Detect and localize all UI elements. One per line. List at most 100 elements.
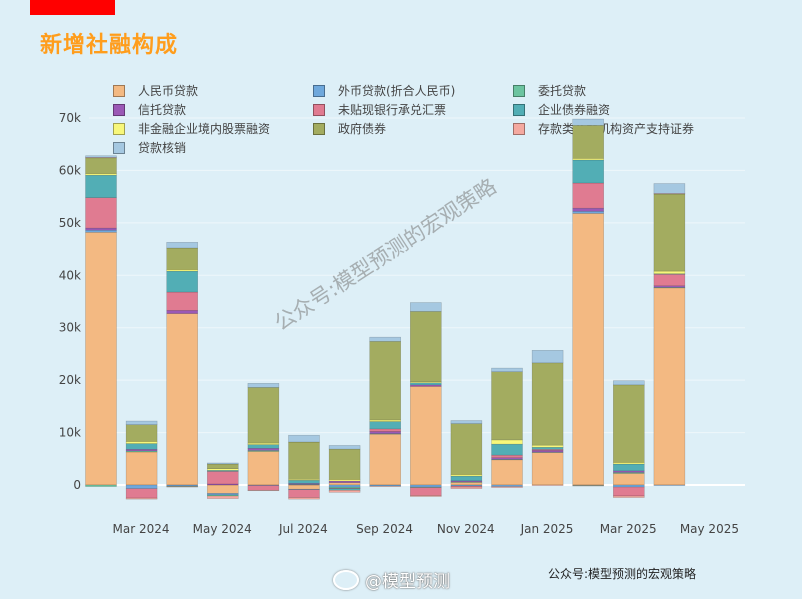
bar-segment	[410, 487, 442, 496]
legend-swatch	[313, 84, 325, 97]
bar-segment	[247, 485, 280, 491]
y-tick-label: 20k	[59, 373, 81, 387]
legend-label: 人民币贷款	[138, 84, 199, 98]
bar-segment	[288, 480, 320, 484]
bar-segment	[572, 213, 604, 486]
bar-segment	[125, 497, 158, 500]
bar-segment	[328, 448, 361, 480]
bar-segment	[288, 441, 320, 480]
bar-segment	[613, 384, 645, 463]
bars	[85, 118, 686, 500]
y-tick-label: 10k	[59, 426, 81, 440]
bar-segment	[450, 480, 483, 483]
bar-segment	[653, 287, 686, 289]
bar-segment	[653, 193, 686, 272]
bar-segment	[491, 486, 523, 488]
legend-label: 外币贷款(折合人民币)	[338, 84, 456, 98]
bar-segment	[410, 311, 442, 382]
bar-segment	[288, 434, 320, 443]
bar-segment	[125, 451, 158, 486]
bar-segment	[166, 242, 198, 249]
bar-segment	[247, 451, 280, 486]
bar-segment	[207, 470, 239, 472]
bar-segment	[410, 386, 442, 486]
legend-item[interactable]: 非金融企业境内股票融资	[113, 120, 270, 137]
bar-segment	[166, 291, 198, 311]
bar-segment	[450, 482, 483, 486]
y-tick-label: 50k	[59, 216, 81, 230]
bar-segment	[369, 485, 401, 487]
bar-segment	[572, 182, 604, 209]
bar-segment	[207, 471, 239, 485]
bar-segment	[653, 287, 686, 486]
bar-segment	[207, 484, 239, 494]
bar-segment	[450, 486, 483, 489]
weibo-icon	[333, 569, 359, 590]
bar-segment	[613, 380, 645, 386]
bar-segment	[125, 443, 158, 450]
bar-segment	[410, 495, 442, 497]
bar-segment	[450, 475, 483, 482]
bar-segment	[613, 484, 645, 488]
bar-segment	[369, 421, 401, 430]
bar-segment	[288, 484, 320, 490]
bar-segment	[247, 383, 280, 388]
bar-segment	[125, 424, 158, 442]
bar-segment	[491, 454, 523, 458]
bar-segment	[613, 473, 645, 486]
y-tick-label: 70k	[59, 111, 81, 125]
legend-item[interactable]: 外币贷款(折合人民币)	[313, 82, 455, 99]
bar-segment	[369, 428, 401, 432]
legend-swatch	[113, 122, 125, 135]
logo-block	[30, 0, 115, 15]
legend-item[interactable]: 未贴现银行承兑汇票	[313, 101, 446, 118]
legend-swatch	[513, 84, 525, 97]
bar-segment	[166, 310, 198, 314]
bar-segment	[85, 232, 117, 486]
x-tick-label: Sep 2024	[356, 522, 413, 536]
bar-segment	[125, 484, 158, 489]
bar-segment	[531, 362, 564, 446]
y-axis: 0 10k 20k 30k 40k 50k 60k 70k	[59, 111, 81, 492]
bar-segment	[166, 270, 198, 293]
bar-segment	[491, 459, 523, 486]
legend-item[interactable]: 贷款核销	[113, 139, 186, 156]
bar-segment	[85, 174, 117, 198]
legend-item[interactable]: 企业债券融资	[513, 101, 610, 118]
bar-segment	[85, 229, 117, 233]
bar-segment	[85, 484, 117, 487]
bar-segment	[531, 484, 564, 486]
bar-segment	[572, 159, 604, 184]
bar-segment	[85, 227, 117, 231]
legend-label: 贷款核销	[138, 141, 187, 155]
weibo-credit: @模型预测	[333, 567, 450, 592]
legend-label: 信托贷款	[138, 103, 187, 117]
legend-item[interactable]: 政府债券	[313, 120, 386, 137]
weibo-text: @模型预测	[365, 572, 450, 592]
x-tick-label: Nov 2024	[437, 522, 495, 536]
legend-item[interactable]: 信托贷款	[113, 101, 186, 118]
bar-segment	[125, 488, 158, 499]
bar-segment	[369, 341, 401, 421]
bar-segment	[613, 462, 645, 465]
bar-segment	[491, 367, 523, 373]
bar-segment	[491, 371, 523, 441]
bar-segment	[166, 486, 198, 488]
legend-item[interactable]: 人民币贷款	[113, 82, 198, 99]
legend-item[interactable]: 委托贷款	[513, 82, 586, 99]
credit-text: 公众号:模型预测的宏观策略	[548, 567, 697, 581]
legend-label: 非金融企业境内股票融资	[138, 122, 271, 136]
y-tick-label: 40k	[59, 268, 81, 282]
bar-segment	[369, 431, 401, 434]
bar-segment	[288, 489, 320, 498]
bar-segment	[207, 462, 239, 465]
bar-segment	[247, 450, 280, 452]
legend-swatch	[113, 84, 125, 97]
bar-segment	[328, 480, 361, 483]
bar-segment	[328, 445, 361, 450]
legend-swatch	[113, 103, 125, 116]
bar-segment	[85, 157, 117, 174]
bar-segment	[531, 447, 564, 450]
bar-segment	[491, 443, 523, 456]
